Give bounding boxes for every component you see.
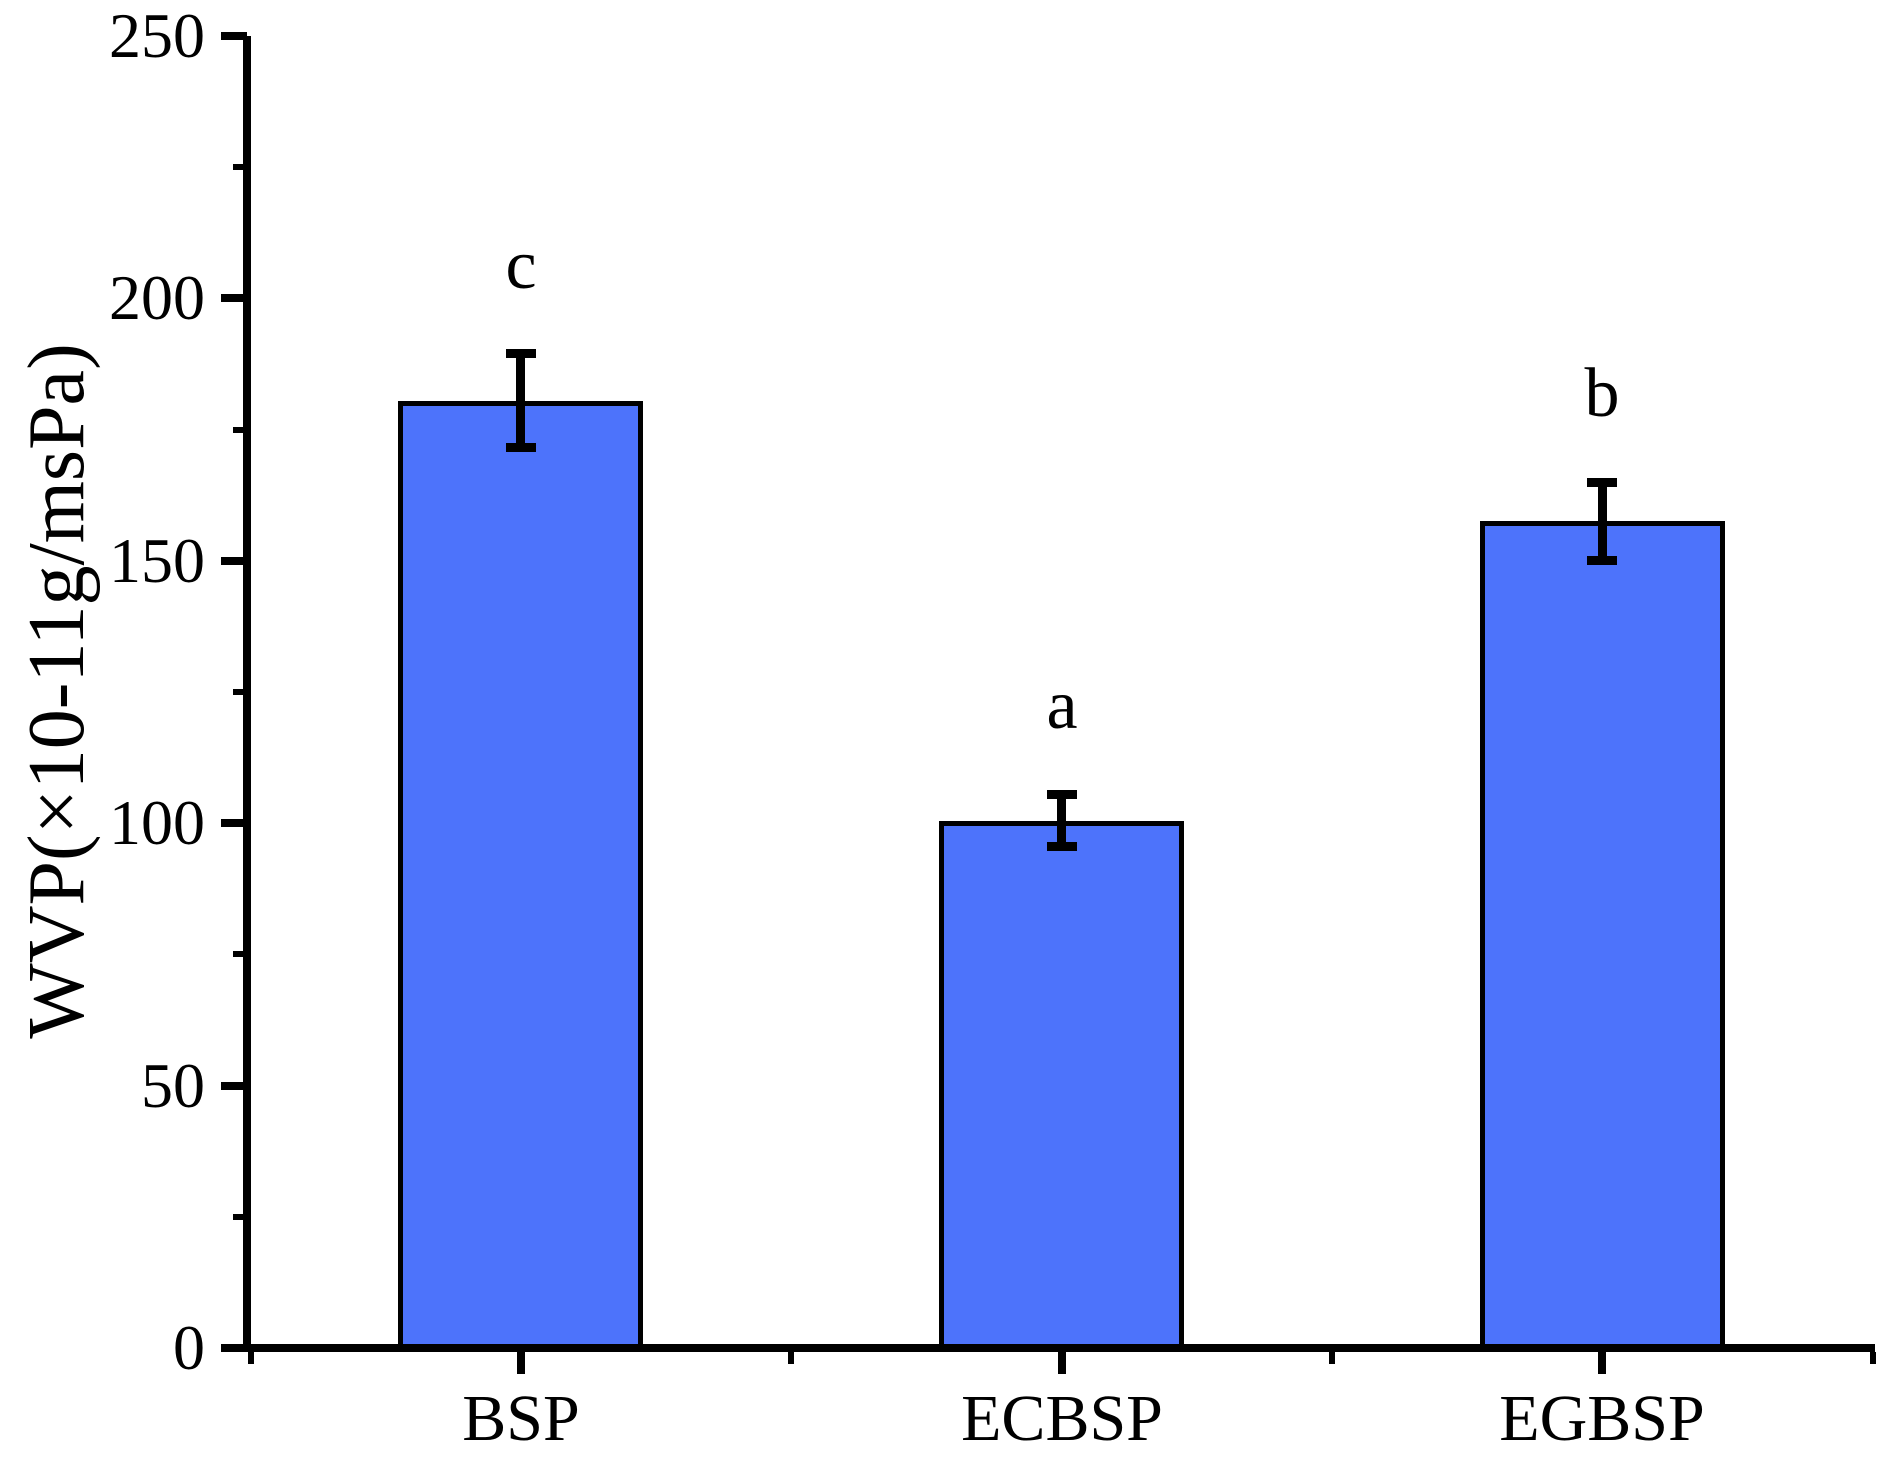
bar-bsp <box>398 401 643 1350</box>
y-tick-label: 250 <box>109 0 205 71</box>
y-minor-tick <box>233 164 246 170</box>
x-axis-line <box>221 1344 1875 1352</box>
x-major-tick <box>1598 1352 1606 1374</box>
x-category-label-bsp: BSP <box>462 1382 580 1455</box>
y-major-tick <box>221 294 247 302</box>
error-bar-cap-bottom-ecbsp <box>1047 842 1077 851</box>
x-minor-tick <box>1329 1352 1335 1364</box>
y-minor-tick <box>233 689 246 695</box>
x-major-tick <box>1058 1352 1066 1374</box>
error-bar-cap-top-bsp <box>506 349 536 358</box>
x-category-label-egbsp: EGBSP <box>1499 1382 1705 1455</box>
y-tick-label: 200 <box>109 262 205 333</box>
y-major-tick <box>221 819 247 827</box>
error-bar-cap-top-egbsp <box>1587 478 1617 487</box>
y-major-tick <box>221 32 247 40</box>
x-major-tick <box>517 1352 525 1374</box>
sig-letter-bsp: c <box>505 227 537 304</box>
error-bar-cap-bottom-bsp <box>506 443 536 452</box>
y-minor-tick <box>233 1214 246 1220</box>
error-bar-cap-bottom-egbsp <box>1587 556 1617 565</box>
y-minor-tick <box>233 951 246 957</box>
bar-ecbsp <box>939 821 1184 1350</box>
error-bar-line-egbsp <box>1598 482 1607 561</box>
x-minor-tick <box>788 1352 794 1364</box>
x-minor-tick <box>1870 1352 1876 1364</box>
x-minor-tick <box>248 1352 254 1364</box>
y-major-tick <box>221 557 247 565</box>
sig-letter-ecbsp: a <box>1046 667 1078 744</box>
error-bar-line-ecbsp <box>1057 794 1066 846</box>
y-major-tick <box>221 1082 247 1090</box>
y-minor-tick <box>233 427 246 433</box>
error-bar-cap-top-ecbsp <box>1047 790 1077 799</box>
y-tick-label: 100 <box>109 787 205 858</box>
sig-letter-egbsp: b <box>1584 355 1620 432</box>
y-tick-label: 0 <box>173 1312 205 1383</box>
error-bar-line-bsp <box>516 354 525 448</box>
x-category-label-ecbsp: ECBSP <box>961 1382 1163 1455</box>
y-tick-label: 150 <box>109 525 205 596</box>
bar-egbsp <box>1480 521 1725 1350</box>
y-tick-label: 50 <box>141 1050 205 1121</box>
y-axis-line <box>243 36 251 1352</box>
